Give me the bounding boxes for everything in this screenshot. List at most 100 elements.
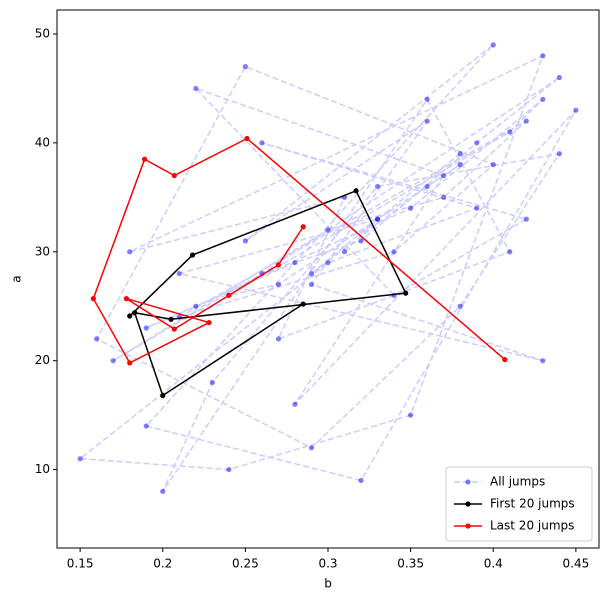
data-point: [171, 172, 177, 179]
x-tick-label: 0.15: [67, 557, 94, 571]
legend-label: First 20 jumps: [490, 497, 575, 511]
data-point: [403, 290, 409, 296]
data-point: [94, 336, 100, 342]
x-tick-label: 0.35: [397, 557, 424, 571]
y-axis-label: a: [10, 275, 24, 282]
data-point: [308, 270, 315, 277]
data-point: [358, 477, 364, 484]
data-point: [226, 292, 232, 298]
data-point: [123, 296, 130, 302]
x-axis-label: b: [324, 577, 332, 591]
data-point: [292, 401, 298, 407]
data-point: [226, 466, 232, 473]
data-point: [556, 74, 562, 81]
data-point: [244, 135, 250, 142]
data-point: [209, 379, 215, 386]
data-point: [424, 183, 430, 190]
legend-marker: [465, 523, 471, 529]
data-point: [441, 194, 447, 200]
data-point: [259, 140, 265, 146]
data-point: [189, 252, 196, 258]
data-point: [391, 249, 397, 255]
data-point: [474, 140, 480, 146]
y-tick-label: 10: [35, 462, 50, 476]
data-point: [127, 360, 133, 366]
data-point: [424, 96, 430, 102]
data-point: [143, 325, 149, 331]
x-tick-label: 0.2: [153, 557, 172, 571]
data-point: [457, 151, 463, 157]
data-point: [353, 188, 359, 194]
data-point: [275, 281, 282, 288]
x-tick-label: 0.45: [563, 557, 590, 571]
legend-label: All jumps: [490, 475, 545, 489]
x-tick-label: 0.25: [232, 557, 259, 571]
data-point: [308, 281, 315, 288]
data-point: [193, 303, 199, 309]
data-point: [292, 260, 298, 266]
data-point: [457, 303, 463, 309]
data-point: [540, 358, 546, 364]
data-point: [457, 162, 463, 168]
data-point: [275, 262, 282, 268]
legend-label: Last 20 jumps: [490, 519, 574, 533]
data-point: [193, 85, 199, 92]
data-point: [490, 162, 496, 168]
data-point: [110, 358, 116, 364]
data-point: [540, 96, 546, 102]
data-point: [573, 107, 579, 113]
data-point: [242, 238, 248, 244]
data-point: [374, 216, 381, 222]
data-point: [300, 224, 306, 230]
data-point: [300, 301, 306, 307]
x-tick-label: 0.4: [484, 557, 503, 571]
data-point: [176, 270, 182, 277]
data-point: [160, 488, 166, 494]
data-point: [160, 392, 166, 399]
data-point: [168, 316, 174, 322]
data-point: [523, 216, 529, 222]
data-point: [502, 356, 508, 363]
data-point: [424, 118, 430, 124]
data-point: [141, 156, 148, 162]
data-point: [490, 42, 496, 48]
data-point: [90, 296, 96, 302]
data-point: [171, 326, 177, 332]
data-point: [325, 260, 331, 266]
series-line: [78, 44, 577, 492]
data-point: [408, 205, 414, 211]
data-point: [441, 172, 447, 179]
data-point: [540, 53, 546, 59]
data-point: [308, 445, 315, 451]
x-tick-label: 0.3: [318, 557, 337, 571]
data-point: [206, 319, 212, 326]
data-point: [325, 227, 331, 233]
data-point: [275, 336, 282, 342]
legend-marker: [465, 501, 471, 507]
data-point: [507, 129, 513, 135]
data-point: [77, 456, 83, 462]
y-tick-label: 30: [35, 244, 50, 258]
legend-box: [445, 466, 593, 542]
plot-frame: [56, 9, 600, 549]
y-tick-label: 40: [35, 135, 50, 149]
data-point: [523, 118, 529, 124]
data-point: [127, 313, 133, 319]
data-point: [374, 183, 381, 190]
data-point: [143, 423, 149, 429]
data-point: [341, 249, 348, 255]
y-tick-label: 20: [35, 353, 50, 367]
data-point: [132, 310, 138, 316]
data-point: [127, 249, 133, 255]
data-point: [556, 151, 562, 157]
series-line: [92, 137, 506, 364]
y-tick-label: 50: [35, 26, 50, 40]
data-point: [408, 412, 414, 418]
data-point: [358, 238, 364, 244]
data-point: [242, 64, 248, 70]
series-line: [129, 189, 407, 397]
legend-marker: [465, 479, 471, 485]
data-point: [507, 249, 513, 255]
data-point: [474, 205, 480, 211]
